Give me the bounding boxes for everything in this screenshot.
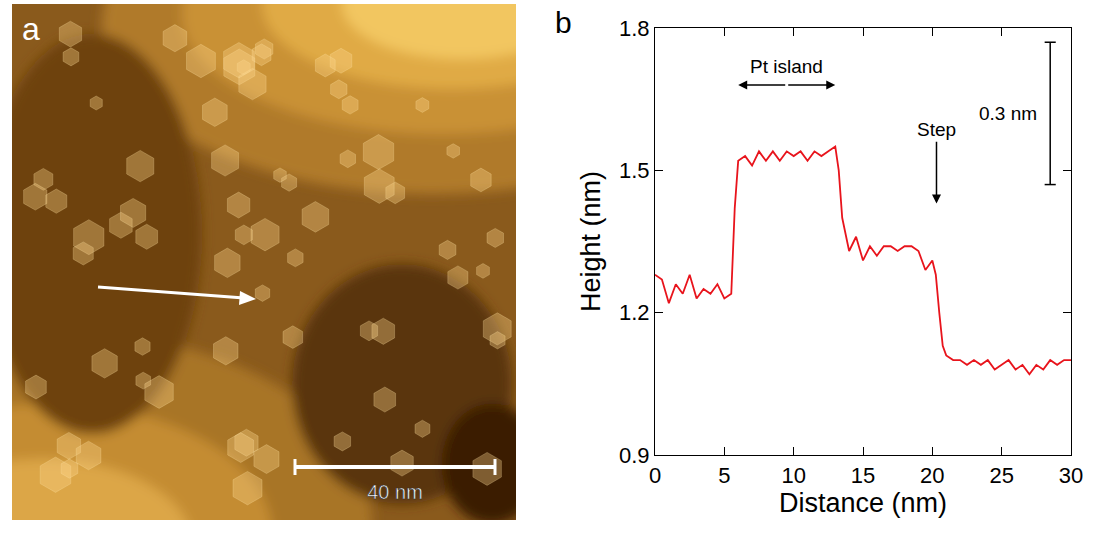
svg-text:15: 15 (851, 463, 875, 488)
svg-text:1.8: 1.8 (619, 16, 650, 41)
svg-text:40 nm: 40 nm (367, 481, 423, 503)
svg-text:20: 20 (920, 463, 944, 488)
svg-text:Pt island: Pt island (750, 56, 823, 77)
svg-text:0.3 nm: 0.3 nm (979, 103, 1037, 124)
svg-text:Step: Step (917, 119, 956, 140)
svg-text:a: a (22, 11, 40, 47)
svg-text:25: 25 (989, 463, 1013, 488)
html-text:b: b (555, 6, 572, 39)
svg-text:1.2: 1.2 (619, 300, 650, 325)
svg-text:10: 10 (781, 463, 805, 488)
svg-text:1.5: 1.5 (619, 158, 650, 183)
svg-text:Height (nm): Height (nm) (576, 171, 606, 312)
svg-text:Distance (nm): Distance (nm) (779, 488, 947, 518)
svg-text:5: 5 (718, 463, 730, 488)
svg-text:0: 0 (649, 463, 661, 488)
svg-text:30: 30 (1059, 463, 1083, 488)
svg-text:0.9: 0.9 (619, 443, 650, 468)
